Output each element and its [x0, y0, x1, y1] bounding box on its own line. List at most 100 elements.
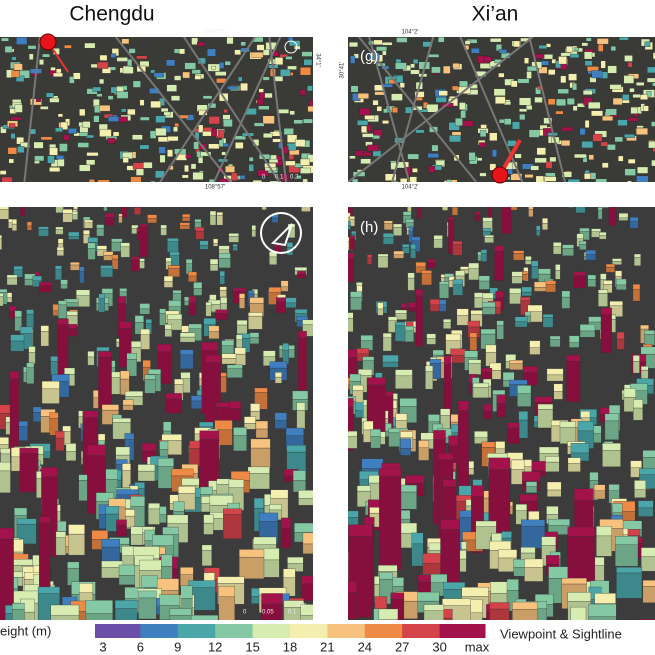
building-roof [443, 582, 466, 590]
building-roof [378, 565, 398, 572]
building [240, 82, 248, 91]
building-roof [168, 300, 182, 307]
building [409, 176, 417, 182]
colorbar-tick-label: 12 [208, 639, 222, 654]
building-roof [612, 258, 622, 262]
building-side [250, 447, 271, 469]
building-roof [105, 506, 119, 515]
building-side [542, 317, 554, 328]
building-roof [394, 321, 406, 326]
building-side [147, 218, 157, 224]
building-roof [49, 412, 59, 419]
building-roof [182, 214, 191, 218]
building-roof [101, 404, 119, 411]
building-side [219, 276, 225, 285]
building-roof [286, 445, 307, 453]
building-side [60, 284, 68, 289]
building-roof [133, 207, 141, 208]
building [300, 158, 310, 166]
building-roof [600, 273, 607, 280]
building-roof [515, 504, 528, 511]
building-roof [234, 347, 246, 355]
building [512, 121, 520, 130]
building-roof [141, 575, 159, 588]
building-side [421, 273, 432, 286]
building [73, 72, 81, 80]
building [269, 180, 282, 182]
building [63, 134, 70, 141]
building [385, 173, 397, 181]
building [519, 108, 528, 112]
building-roof [243, 193, 250, 196]
building-side [569, 342, 580, 348]
building-side [593, 490, 606, 500]
building [431, 144, 439, 152]
building [49, 97, 60, 103]
building [648, 141, 655, 149]
building-side [494, 251, 504, 281]
building-roof [126, 353, 137, 360]
building-roof [638, 500, 654, 509]
building [166, 84, 177, 92]
building [376, 46, 388, 52]
compass [260, 212, 302, 254]
building [435, 160, 445, 166]
building-side [438, 304, 447, 312]
building-roof [393, 250, 404, 255]
building-roof [251, 225, 256, 231]
building-side [167, 268, 180, 278]
building-roof [468, 262, 480, 269]
building [11, 70, 20, 78]
building-roof [378, 608, 399, 620]
building-roof [498, 549, 518, 559]
colorbar-tick-label: 6 [137, 639, 144, 654]
building-roof [492, 389, 506, 395]
building-side [496, 402, 506, 418]
building-roof [348, 221, 351, 226]
building-roof [506, 579, 519, 591]
building-side [545, 284, 556, 293]
building-roof [361, 458, 384, 469]
building-roof [481, 368, 493, 373]
building-side [377, 308, 384, 316]
building-roof [193, 282, 203, 289]
building [591, 70, 603, 79]
building-side [180, 354, 194, 369]
building-side [596, 535, 612, 557]
building-roof [461, 587, 489, 597]
building [99, 129, 112, 137]
building [410, 69, 420, 75]
building [592, 133, 603, 142]
building-side [55, 268, 62, 281]
building-roof [249, 332, 260, 338]
building [461, 120, 474, 127]
building-roof [247, 466, 270, 474]
building-roof [180, 567, 194, 575]
building-roof [65, 443, 77, 452]
building [120, 108, 127, 113]
building-roof [602, 280, 613, 285]
colorbar-segment [177, 624, 216, 638]
building [167, 149, 173, 157]
building-roof [0, 207, 9, 210]
building-side [284, 302, 297, 308]
building [584, 172, 591, 180]
building [293, 119, 303, 124]
building-side [468, 363, 482, 375]
building-side [555, 270, 561, 280]
building-roof [13, 265, 23, 270]
building-side [68, 236, 80, 240]
colorbar-tick-label: max [465, 639, 490, 654]
building-roof [623, 388, 636, 398]
building-roof [12, 603, 25, 610]
colorbar-tick-label: 30 [432, 639, 446, 654]
road [183, 37, 281, 182]
building-roof [287, 556, 304, 564]
building [132, 80, 141, 88]
building-roof [367, 254, 373, 258]
building-roof [28, 346, 36, 353]
building-roof [366, 377, 386, 385]
building-roof [442, 598, 471, 606]
building [588, 154, 594, 160]
building-side [122, 404, 134, 411]
